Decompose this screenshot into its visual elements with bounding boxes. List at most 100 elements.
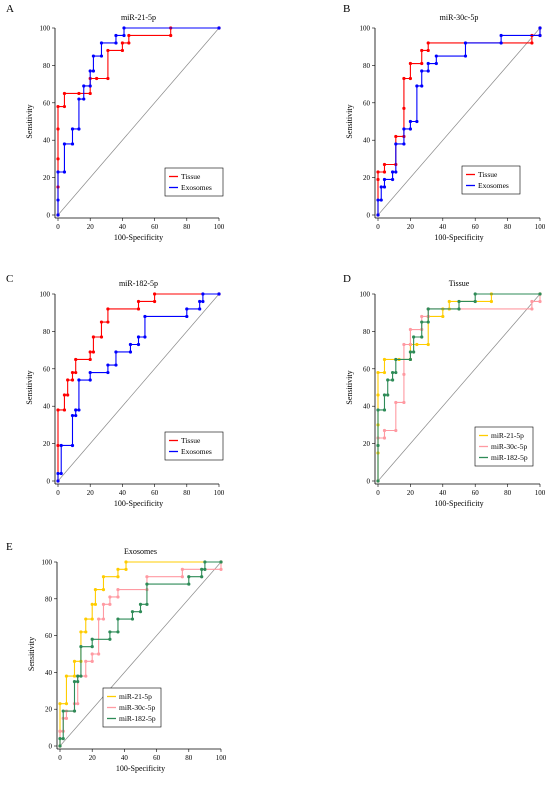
y-tick-label: 80 — [43, 328, 51, 336]
data-point — [382, 162, 387, 167]
data-point — [99, 335, 104, 339]
x-tick-label: 20 — [407, 223, 415, 231]
roc-curve-mir-21-5p — [59, 561, 221, 746]
data-point — [434, 61, 438, 66]
data-point — [145, 582, 149, 586]
data-point — [88, 370, 92, 375]
data-point — [88, 84, 92, 88]
data-point — [62, 91, 67, 96]
data-point — [90, 637, 94, 641]
data-point — [420, 61, 424, 66]
data-point — [530, 299, 534, 304]
data-point — [530, 307, 534, 311]
legend-entry: miR-30c-5p — [491, 442, 527, 451]
data-point — [70, 142, 75, 146]
data-point — [79, 630, 83, 634]
data-point — [82, 84, 86, 88]
data-point — [394, 134, 398, 139]
data-point — [376, 213, 380, 217]
reference-diagonal — [57, 293, 220, 482]
data-point — [412, 335, 416, 339]
data-point — [499, 33, 503, 38]
data-point — [200, 575, 204, 579]
data-point — [91, 54, 96, 58]
data-point — [90, 659, 94, 663]
chart-title: Tissue — [449, 279, 470, 288]
data-point — [408, 76, 412, 81]
data-point — [415, 342, 419, 347]
data-point — [382, 408, 387, 412]
data-point — [473, 299, 477, 304]
legend-entry: Exosomes — [478, 181, 509, 190]
data-point — [72, 709, 77, 713]
data-point — [74, 370, 78, 375]
data-point — [88, 357, 92, 362]
data-point — [97, 652, 101, 656]
data-point — [441, 314, 445, 319]
data-point — [153, 299, 157, 304]
data-point — [402, 106, 406, 111]
data-point — [376, 479, 380, 483]
legend-entry: Exosomes — [181, 447, 212, 456]
y-axis-label: Sensitivity — [25, 104, 34, 138]
y-axis-label: Sensitivity — [345, 104, 354, 138]
legend-entry: Tissue — [181, 436, 201, 445]
data-point — [66, 378, 70, 382]
y-tick-label: 100 — [360, 291, 371, 299]
series-tissue — [56, 292, 221, 483]
x-tick-label: 60 — [472, 489, 480, 497]
data-point — [120, 48, 124, 53]
x-tick-label: 100 — [216, 754, 227, 762]
data-point — [185, 307, 189, 311]
data-point — [394, 142, 398, 146]
data-point — [84, 630, 88, 634]
data-point — [76, 674, 80, 678]
x-tick-label: 40 — [439, 223, 447, 231]
data-point — [382, 170, 387, 174]
data-point — [108, 602, 112, 606]
data-point — [402, 76, 406, 81]
legend-entry: miR-30c-5p — [119, 703, 155, 712]
data-point — [116, 575, 120, 579]
data-point — [74, 413, 78, 418]
data-point — [79, 674, 83, 678]
data-point — [88, 69, 92, 73]
data-point — [56, 104, 60, 109]
x-tick-label: 80 — [185, 754, 193, 762]
data-point — [394, 370, 398, 375]
data-point — [420, 314, 424, 319]
data-point — [70, 370, 75, 375]
data-point — [58, 702, 62, 706]
legend-box — [461, 165, 521, 195]
x-tick-label: 80 — [504, 223, 512, 231]
x-tick-label: 20 — [89, 754, 97, 762]
data-point — [138, 602, 143, 606]
x-tick-label: 60 — [153, 754, 161, 762]
x-tick-label: 80 — [504, 489, 512, 497]
y-tick-label: 20 — [45, 706, 53, 714]
data-point — [99, 41, 104, 45]
data-point — [64, 702, 69, 706]
data-point — [106, 320, 110, 324]
data-point — [108, 630, 112, 634]
data-point — [169, 33, 173, 38]
data-point — [499, 41, 503, 45]
data-point — [145, 575, 149, 579]
data-point — [58, 729, 62, 733]
roc-chart-d: Tissue 00 20 20 40 40 60 60 80 80 100 100 100-Specif… — [345, 279, 546, 508]
data-point — [463, 54, 468, 58]
x-axis-label: 100-Specificity — [434, 499, 483, 508]
legend: miR-21-5p miR-30c-5p miR-182-5p — [102, 687, 162, 728]
data-point — [434, 54, 438, 58]
data-point — [426, 320, 430, 324]
data-point — [90, 645, 94, 649]
data-point — [402, 342, 406, 347]
data-point — [70, 413, 75, 418]
y-axis-label: Sensitivity — [345, 370, 354, 404]
y-tick-label: 100 — [40, 291, 51, 299]
data-point — [128, 342, 133, 347]
data-point — [394, 357, 398, 362]
data-point — [457, 307, 461, 311]
data-point — [66, 393, 70, 397]
legend-entry: miR-182-5p — [119, 714, 156, 723]
